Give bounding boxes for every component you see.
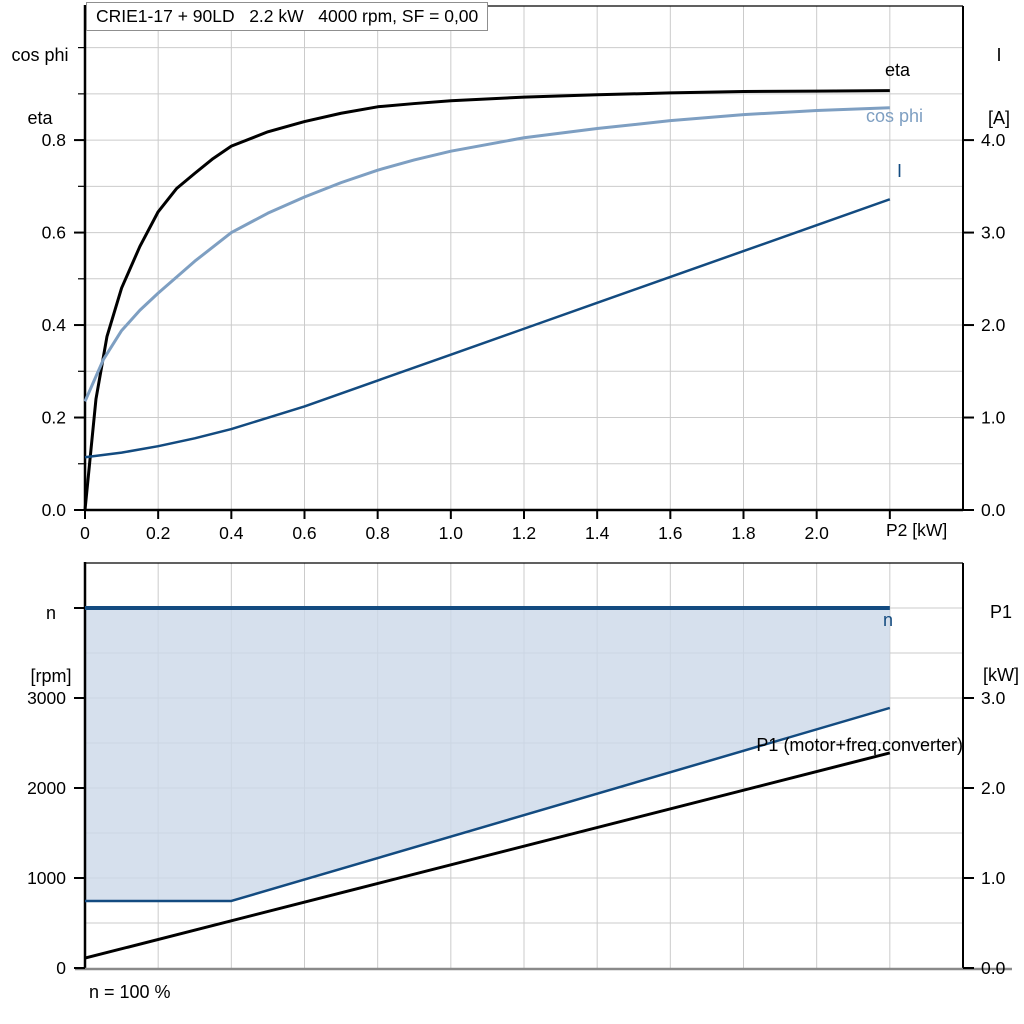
tick-label: 2.0	[981, 315, 1006, 335]
bottom-right-axis-header-line2: [kW]	[983, 665, 1019, 685]
tick-label: 0.6	[42, 223, 66, 243]
top-right-axis-header: I [A]	[974, 3, 1024, 171]
tick-label: 0.8	[42, 130, 66, 150]
speed-curve-label: n	[883, 610, 894, 630]
eta-curve-label: eta	[885, 60, 911, 80]
x-axis-caption: P2 [kW]	[886, 520, 948, 540]
speed-footnote: n = 100 %	[89, 982, 171, 1002]
bottom-right-axis-header-line1: P1	[989, 602, 1013, 622]
top-left-axis-header-line1: cos phi	[11, 45, 69, 65]
tick-label: 0.0	[981, 500, 1006, 520]
i-curve	[84, 198, 891, 459]
tick-label: 2.0	[981, 778, 1006, 798]
bottom-right-axis-header: P1 [kW]	[972, 560, 1024, 728]
tick-label: 1.6	[658, 523, 682, 543]
p1-motor-freq-converter-curve	[84, 751, 891, 960]
tick-label: 0.8	[366, 523, 390, 543]
tick-label: 3.0	[981, 223, 1006, 243]
bottom-chart: 0 1000 2000 3000 0.0 1.0 2.0 3.0	[27, 562, 1012, 978]
tick-label: 0.0	[42, 500, 67, 520]
speed-range-area	[85, 608, 890, 901]
cos-phi-curve	[83, 106, 890, 402]
tick-label: 1.0	[439, 523, 464, 543]
top-right-axis-header-line2: [A]	[987, 108, 1010, 128]
bottom-left-axis-header: n [rpm]	[18, 561, 84, 729]
top-chart: 0 0.2 0.4 0.6 0.8 1.0 1.2 1.4 1.6 1.8 2.0 0.0 0.2 0.4…	[42, 5, 1006, 543]
tick-label: 2.0	[805, 523, 830, 543]
tick-label: 0.6	[292, 523, 316, 543]
current-curve-label: I	[897, 161, 903, 181]
tick-label: 0.2	[42, 408, 66, 428]
bottom-ticks: 0 1000 2000 3000 0.0 1.0 2.0 3.0	[27, 607, 1006, 978]
tick-label: 1.0	[981, 408, 1006, 428]
tick-label: 0.4	[219, 523, 244, 543]
tick-label: 3.0	[981, 688, 1006, 708]
top-left-axis-header-line2: eta	[27, 108, 53, 128]
tick-label: 3000	[27, 688, 66, 708]
tick-label: 1.0	[981, 868, 1006, 888]
n-min-boundary-curve	[85, 706, 891, 903]
bottom-left-axis-header-line2: [rpm]	[30, 666, 72, 686]
chart-title: CRIE1-17 + 90LD 2.2 kW 4000 rpm, SF = 0,…	[86, 2, 489, 31]
tick-label: 1.4	[585, 523, 610, 543]
tick-label: 0.4	[42, 315, 67, 335]
top-right-axis-header-line1: I	[996, 45, 1002, 65]
tick-label: 0	[56, 958, 66, 978]
tick-label: 1.8	[731, 523, 755, 543]
tick-label: 0.0	[981, 958, 1006, 978]
tick-label: 2000	[27, 778, 66, 798]
cos-phi-curve-label: cos phi	[866, 106, 924, 126]
top-left-axis-header: cos phi eta	[2, 3, 78, 171]
top-ticks: 0 0.2 0.4 0.6 0.8 1.0 1.2 1.4 1.6 1.8 2.0 0.0 0.2 0.4…	[42, 47, 1006, 543]
bottom-frame	[75, 562, 1012, 971]
bottom-left-axis-header-line1: n	[45, 603, 56, 623]
p1-curve-label: P1 (motor+freq.converter)	[756, 735, 963, 755]
tick-label: 0.2	[146, 523, 170, 543]
tick-label: 1.2	[512, 523, 536, 543]
top-gridlines	[85, 6, 963, 510]
eta-curve	[83, 89, 890, 511]
tick-label: 4.0	[981, 130, 1006, 150]
tick-label: 1000	[27, 868, 66, 888]
tick-label: 0	[80, 523, 90, 543]
